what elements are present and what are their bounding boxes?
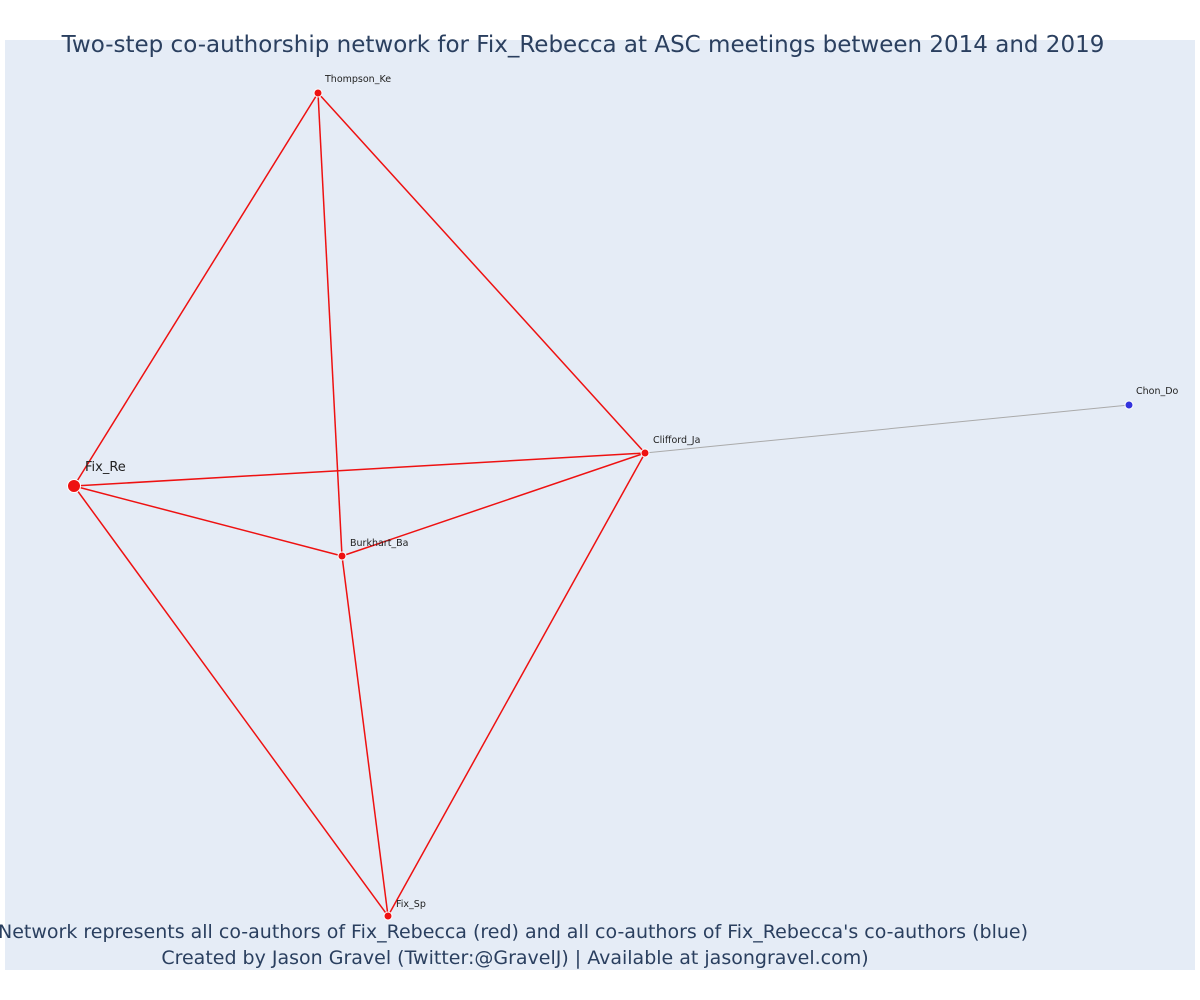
node-label-Clifford_Ja: Clifford_Ja — [653, 435, 700, 446]
node-label-Chon_Do: Chon_Do — [1136, 386, 1179, 397]
edges-layer — [73, 92, 1130, 917]
node-label-Thompson_Ke: Thompson_Ke — [324, 74, 391, 85]
node-Clifford_Ja[interactable] — [640, 448, 650, 458]
node-Chon_Do[interactable] — [1124, 400, 1134, 410]
node-Thompson_Ke[interactable] — [313, 88, 323, 98]
caption-line-1: Network represents all co-authors of Fix… — [0, 921, 1028, 943]
chart-title: Two-step co-authorship network for Fix_R… — [61, 32, 1105, 58]
edge-Fix_Re-Thompson_Ke — [73, 92, 319, 487]
edge-Burkhart_Ba-Fix_Sp — [341, 555, 389, 917]
node-label-Fix_Sp: Fix_Sp — [396, 899, 426, 910]
node-label-Burkhart_Ba: Burkhart_Ba — [350, 538, 409, 549]
node-label-Fix_Re: Fix_Re — [85, 460, 126, 475]
node-Fix_Sp[interactable] — [383, 911, 393, 921]
caption-line-2: Created by Jason Gravel (Twitter:@Gravel… — [161, 947, 868, 969]
edge-Thompson_Ke-Burkhart_Ba — [317, 92, 343, 557]
edge-Fix_Re-Clifford_Ja — [73, 452, 646, 487]
edge-Thompson_Ke-Clifford_Ja — [317, 92, 646, 454]
labels-layer: Fix_Re Thompson_Ke Clifford_Ja Burkhart_Ba F… — [85, 74, 1179, 910]
edge-Fix_Re-Fix_Sp — [73, 485, 389, 917]
node-Burkhart_Ba[interactable] — [337, 551, 347, 561]
edge-Clifford_Ja-Chon_Do — [644, 404, 1130, 454]
node-Fix_Re[interactable] — [67, 479, 81, 493]
edge-Burkhart_Ba-Clifford_Ja — [341, 452, 646, 557]
edge-Clifford_Ja-Fix_Sp — [387, 452, 646, 917]
edge-Fix_Re-Burkhart_Ba — [73, 485, 343, 557]
plot-background — [5, 40, 1195, 970]
nodes-layer — [67, 88, 1134, 921]
